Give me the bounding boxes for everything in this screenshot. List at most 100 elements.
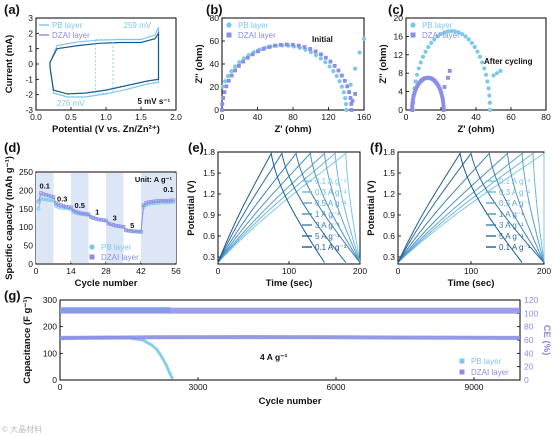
data-point <box>447 69 452 73</box>
data-point <box>222 90 227 94</box>
data-point <box>345 84 350 89</box>
legend-label: DZAI layer <box>422 31 460 40</box>
data-point <box>245 55 250 60</box>
data-point <box>353 92 358 96</box>
data-point <box>438 88 443 93</box>
data-point <box>410 108 415 112</box>
data-point <box>435 34 440 39</box>
data-point <box>237 60 242 65</box>
data-point <box>261 47 266 51</box>
legend-label: PB layer <box>471 357 502 366</box>
x-tick-label: 40 <box>471 112 481 122</box>
x-axis-label: Time (sec) <box>448 278 495 289</box>
data-point <box>426 44 431 50</box>
data-point <box>456 30 461 35</box>
legend-label: 5 A g⁻¹ <box>315 232 340 241</box>
data-point <box>337 79 342 84</box>
y-tick-label: 1.8 <box>203 147 215 157</box>
legend-label: 0.1 A g⁻¹ <box>315 243 347 252</box>
data-point <box>348 96 353 100</box>
cv-curve <box>49 26 160 98</box>
legend-label: 0.1 A g⁻¹ <box>499 243 531 252</box>
data-point <box>327 64 332 69</box>
data-point <box>241 56 246 61</box>
y-tick-label: 150 <box>19 204 33 214</box>
x-axis-label: Potential (V vs. Zn/Zn²⁺) <box>52 124 160 135</box>
y-tick-label-right: 20 <box>524 362 534 372</box>
y-tick-label: 1.2 <box>203 189 215 199</box>
data-point <box>475 49 480 54</box>
x-tick-label: 9000 <box>465 382 484 392</box>
legend-label: 0.1 A g⁻¹ <box>499 177 531 186</box>
data-point <box>229 68 234 74</box>
y-tick-label: 1.2 <box>383 189 395 199</box>
legend-label: PB layer <box>422 21 453 30</box>
gcd-curve <box>397 152 545 263</box>
data-point <box>414 72 420 77</box>
data-point <box>482 66 487 71</box>
gcd-curve <box>217 152 361 263</box>
gcd-curve <box>217 152 361 263</box>
x-tick-label: 100 <box>464 266 478 276</box>
data-point <box>418 60 423 65</box>
legend-label: DZAI layer <box>471 368 509 377</box>
data-point <box>411 93 416 98</box>
x-tick-label: 1.5 <box>135 112 147 122</box>
data-point <box>349 108 354 112</box>
y-tick-label: 0.9 <box>383 210 395 220</box>
y-tick-label: 80 <box>210 13 220 23</box>
data-point <box>332 63 337 68</box>
data-point <box>250 52 255 57</box>
y-tick-label: 0.3 <box>203 252 215 262</box>
data-point <box>436 84 441 89</box>
y-tick-label: 0.6 <box>203 231 215 241</box>
data-point <box>410 102 415 106</box>
gcd-curve <box>217 152 361 263</box>
y-axis-label: Z'' (ohm) <box>194 44 205 83</box>
y-tick-label: -3 <box>25 105 33 115</box>
data-point <box>486 86 491 91</box>
data-point <box>334 73 339 79</box>
y-tick-label: 1.5 <box>203 168 215 178</box>
rate-band <box>71 173 89 263</box>
y-tick-label-right: 60 <box>524 335 534 345</box>
legend-label: DZAI layer <box>238 31 276 40</box>
data-point <box>341 90 346 95</box>
panel-label: (d) <box>4 140 21 155</box>
y-tick-label: 0 <box>398 105 403 115</box>
y-tick-label: -1 <box>25 74 33 84</box>
data-point <box>420 54 426 59</box>
data-point <box>494 71 500 76</box>
data-point <box>487 93 492 98</box>
watermark: © 大晶材料 <box>2 424 42 434</box>
data-point <box>328 59 333 64</box>
y-tick-label: 40 <box>210 59 220 69</box>
data-point <box>343 101 349 107</box>
annotation: 5 <box>130 221 134 230</box>
data-point <box>308 47 313 51</box>
data-point <box>350 98 355 103</box>
data-point <box>220 108 224 112</box>
capacitance-line <box>59 335 521 340</box>
data-point <box>413 88 418 93</box>
data-point <box>472 44 477 50</box>
rate-band <box>141 173 176 263</box>
data-point <box>233 64 238 69</box>
data-point <box>487 107 493 113</box>
cv-curve <box>49 31 160 95</box>
data-point <box>51 195 56 199</box>
panel-label: (b) <box>206 2 223 17</box>
data-point <box>241 59 246 64</box>
data-point <box>459 31 465 37</box>
data-point <box>445 29 451 34</box>
data-point <box>480 60 485 65</box>
x-tick-label: 0 <box>216 266 221 276</box>
annotation: After cycling <box>484 57 533 66</box>
data-point <box>449 28 454 34</box>
x-tick-label: 2.0 <box>170 112 182 122</box>
x-tick-label: 56 <box>171 266 181 276</box>
y-tick-label: 1 <box>28 44 33 54</box>
data-point <box>442 85 447 89</box>
y-axis-label: Current (mA) <box>4 35 15 94</box>
